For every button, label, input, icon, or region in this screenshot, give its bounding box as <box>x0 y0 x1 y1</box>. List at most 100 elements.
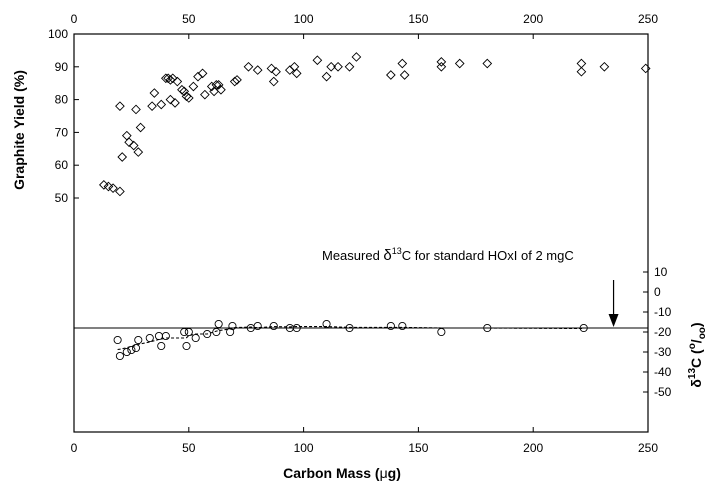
yield-point <box>115 101 125 111</box>
yield-point <box>397 58 408 69</box>
delta-point <box>182 341 191 351</box>
x-axis-top: 0 50 100 150 200 250 <box>71 12 658 39</box>
yield-point <box>172 76 183 87</box>
y-left-tick-label: 100 <box>48 27 68 41</box>
yield-point <box>252 65 263 75</box>
yield-point <box>436 61 447 72</box>
delta-point <box>292 323 301 333</box>
x-tick-label-top: 50 <box>182 12 196 26</box>
delta-point <box>115 351 124 361</box>
x-tick-label-top: 250 <box>638 12 658 26</box>
yield-point <box>599 61 610 72</box>
x-tick-label-top: 200 <box>523 12 543 26</box>
yield-point <box>197 68 208 79</box>
x-axis-title: Carbon Mass (μg) <box>283 465 401 481</box>
delta-point <box>184 327 193 337</box>
y-right-sup: 13 <box>687 368 698 380</box>
x-title-suffix: g) <box>388 465 401 481</box>
yield-point <box>156 99 167 110</box>
x-tick-label-bottom: 150 <box>408 441 428 455</box>
yield-point <box>216 84 226 95</box>
y-right-tick-label: -30 <box>654 345 672 359</box>
yield-point <box>268 76 279 87</box>
yield-point <box>108 183 118 193</box>
yield-point <box>213 80 224 90</box>
y-right-tick-label: -40 <box>654 365 672 379</box>
yield-point <box>482 58 493 69</box>
yield-point <box>436 57 447 67</box>
yield-point <box>179 86 190 97</box>
yield-point <box>386 70 396 80</box>
yield-point <box>291 68 302 79</box>
delta-point <box>214 319 223 329</box>
yield-point <box>103 181 114 192</box>
yield-point <box>165 75 176 85</box>
yield-point <box>124 137 134 148</box>
y-right-tick-label: 10 <box>654 265 668 279</box>
y-axis-right: 10 0 -10 -20 -30 -40 -50 <box>643 265 672 399</box>
y-right-tick-label: -50 <box>654 385 672 399</box>
delta-point <box>203 329 212 339</box>
x-title-prefix: Carbon Mass ( <box>283 465 380 481</box>
delta-point <box>226 327 235 337</box>
delta-point <box>579 323 588 333</box>
annotation-text: Measured δ13C for standard HOxI of 2 mgC <box>322 246 574 264</box>
yield-point <box>131 104 141 115</box>
yield-point <box>399 70 410 80</box>
y-right-end: ) <box>688 322 704 327</box>
yield-point <box>170 98 180 108</box>
x-tick-label-top: 0 <box>71 12 78 26</box>
yield-point <box>271 66 281 77</box>
y-right-tick-label: -10 <box>654 305 672 319</box>
yield-point <box>177 84 187 95</box>
x-axis-bottom: 0 50 100 150 200 250 <box>71 427 658 455</box>
yield-point <box>321 71 332 82</box>
y-axis-left-title: Graphite Yield (%) <box>11 70 27 190</box>
yield-point <box>333 61 343 72</box>
annot-delta: δ <box>383 247 391 264</box>
annot-after: C for standard HOxI of 2 mgC <box>402 248 574 263</box>
y-right-mid: C ( <box>688 349 704 368</box>
delta-point <box>127 345 136 355</box>
y-left-tick-label: 70 <box>55 125 69 139</box>
y-left-tick-label: 50 <box>55 191 69 205</box>
yield-point <box>200 89 210 100</box>
yield-point <box>181 91 192 102</box>
y-left-tick-label: 90 <box>55 60 69 74</box>
yield-point <box>183 93 194 103</box>
delta-point <box>386 321 395 331</box>
delta-point <box>180 327 189 337</box>
yield-point <box>232 75 242 85</box>
yield-point <box>211 80 222 90</box>
delta-point <box>157 341 166 351</box>
y-right-delta: δ <box>688 379 704 388</box>
delta-point <box>113 335 122 345</box>
y-right-tick-label: -20 <box>654 325 672 339</box>
y-right-slash: / <box>688 339 704 343</box>
y-right-tick-label: 0 <box>654 285 661 299</box>
delta-point <box>398 321 407 331</box>
delta-point <box>154 331 164 341</box>
delta-point <box>228 321 237 331</box>
delta-point <box>145 333 154 343</box>
delta-point <box>322 319 331 329</box>
delta-point <box>131 343 141 353</box>
yield-point <box>188 81 199 92</box>
yield-point <box>640 63 651 74</box>
delta-point <box>122 347 131 357</box>
y-axis-left: 50 60 70 80 90 100 <box>48 27 79 205</box>
yield-point <box>243 61 254 72</box>
delta-point <box>269 321 278 331</box>
x-tick-label-top: 100 <box>294 12 314 26</box>
y-right-sub2: oo <box>697 327 708 339</box>
x-tick-label-bottom: 250 <box>638 441 658 455</box>
y-left-tick-label: 80 <box>55 93 69 107</box>
y-left-tick-label: 60 <box>55 158 69 172</box>
yield-point <box>165 94 176 105</box>
x-title-mu: μ <box>380 465 388 481</box>
x-tick-label-top: 150 <box>408 12 428 26</box>
yield-point <box>266 63 277 74</box>
yield-point <box>576 58 587 69</box>
yield-point <box>193 71 203 82</box>
